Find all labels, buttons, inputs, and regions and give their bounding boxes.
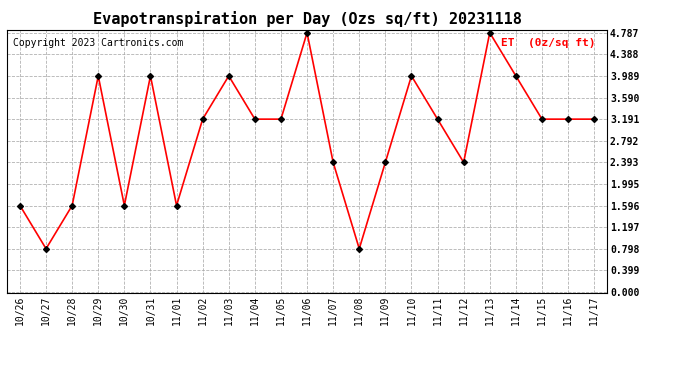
Text: ET  (0z/sq ft): ET (0z/sq ft) (501, 38, 595, 48)
Text: Copyright 2023 Cartronics.com: Copyright 2023 Cartronics.com (13, 38, 184, 48)
Title: Evapotranspiration per Day (Ozs sq/ft) 20231118: Evapotranspiration per Day (Ozs sq/ft) 2… (92, 12, 522, 27)
